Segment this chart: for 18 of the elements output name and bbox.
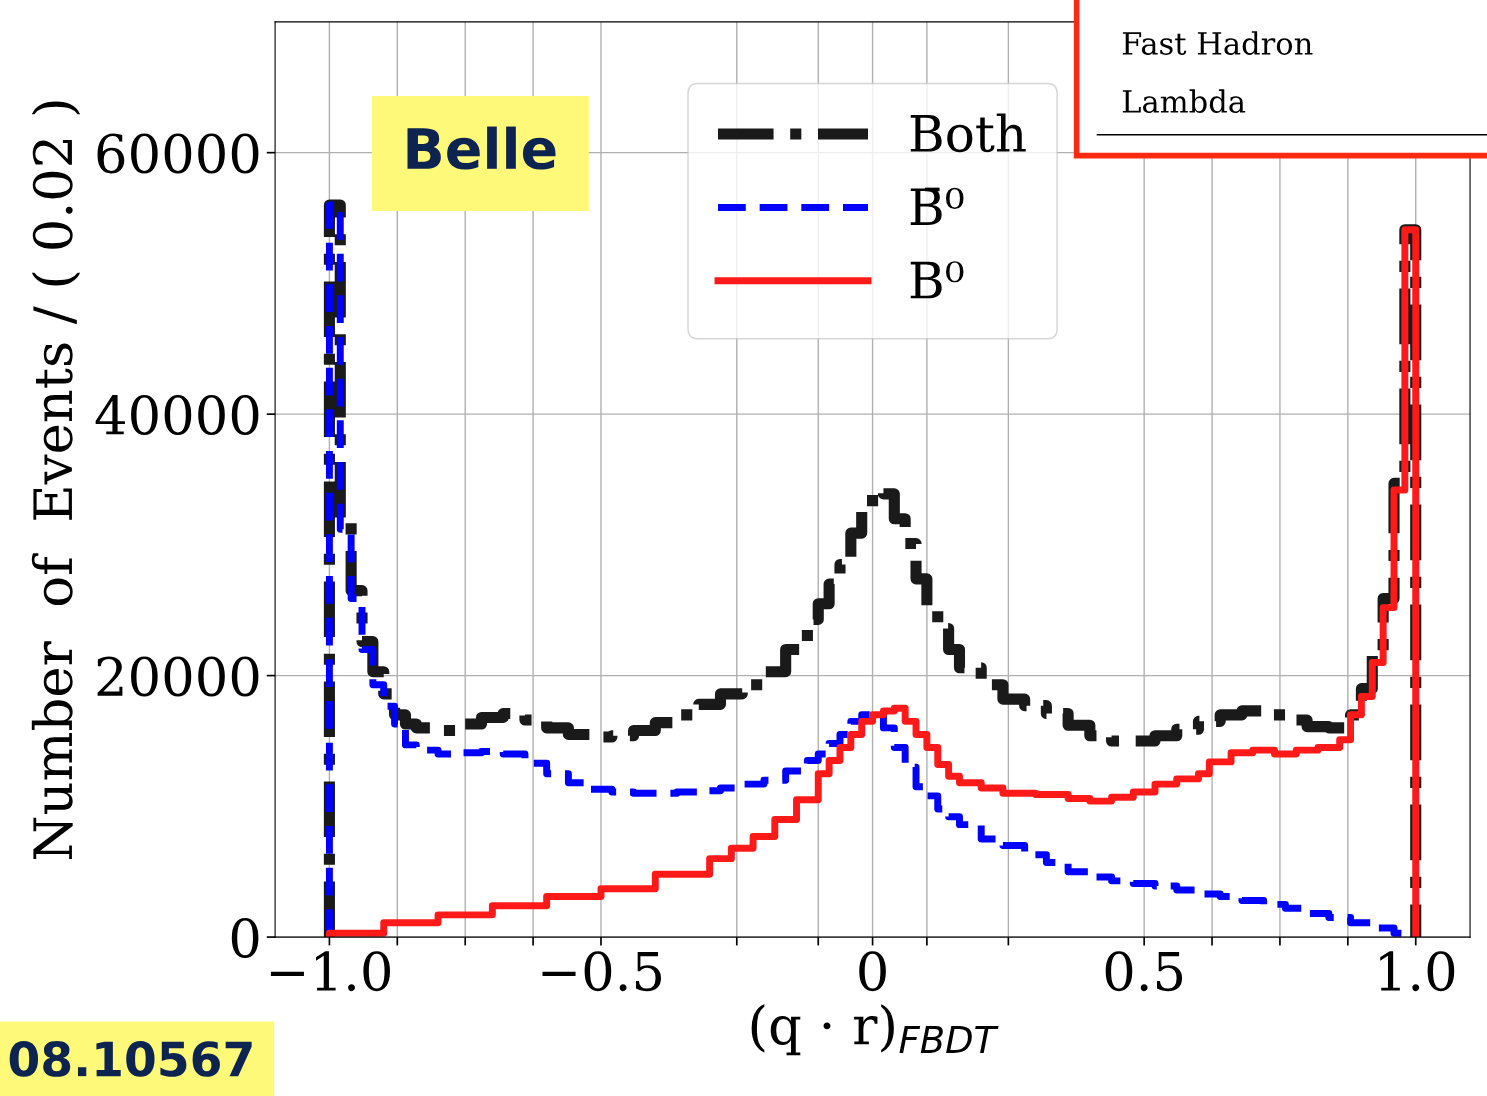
y-tick-label: 20000 (97, 656, 259, 697)
x-tick-label: 0 (859, 951, 886, 992)
annotation: Lambda (1122, 89, 1246, 113)
legend-label: B⁰ (910, 261, 964, 299)
y-tick-label: 40000 (95, 395, 259, 435)
x-tick-label: 0.5 (1105, 951, 1183, 992)
text: 08.10567 (9, 1041, 252, 1077)
legend-label: B̄⁰ (910, 187, 964, 225)
y-axis-title: Number of Events / ( 0.02 ) (31, 101, 81, 860)
x-tick-label: −0.5 (542, 951, 661, 992)
legend-label: Both (910, 113, 1026, 153)
x-axis-title: (q · r)$_{FBDT}$ (751, 1004, 999, 1056)
annotation: Fast Hadron (1122, 31, 1313, 55)
y-tick-label: 60000 (97, 133, 259, 174)
x-tick-label: −1.0 (270, 951, 390, 992)
y-tick-label: 0 (231, 917, 259, 958)
annotation: Belle (407, 126, 556, 170)
x-tick-label: 1.0 (1380, 951, 1455, 992)
